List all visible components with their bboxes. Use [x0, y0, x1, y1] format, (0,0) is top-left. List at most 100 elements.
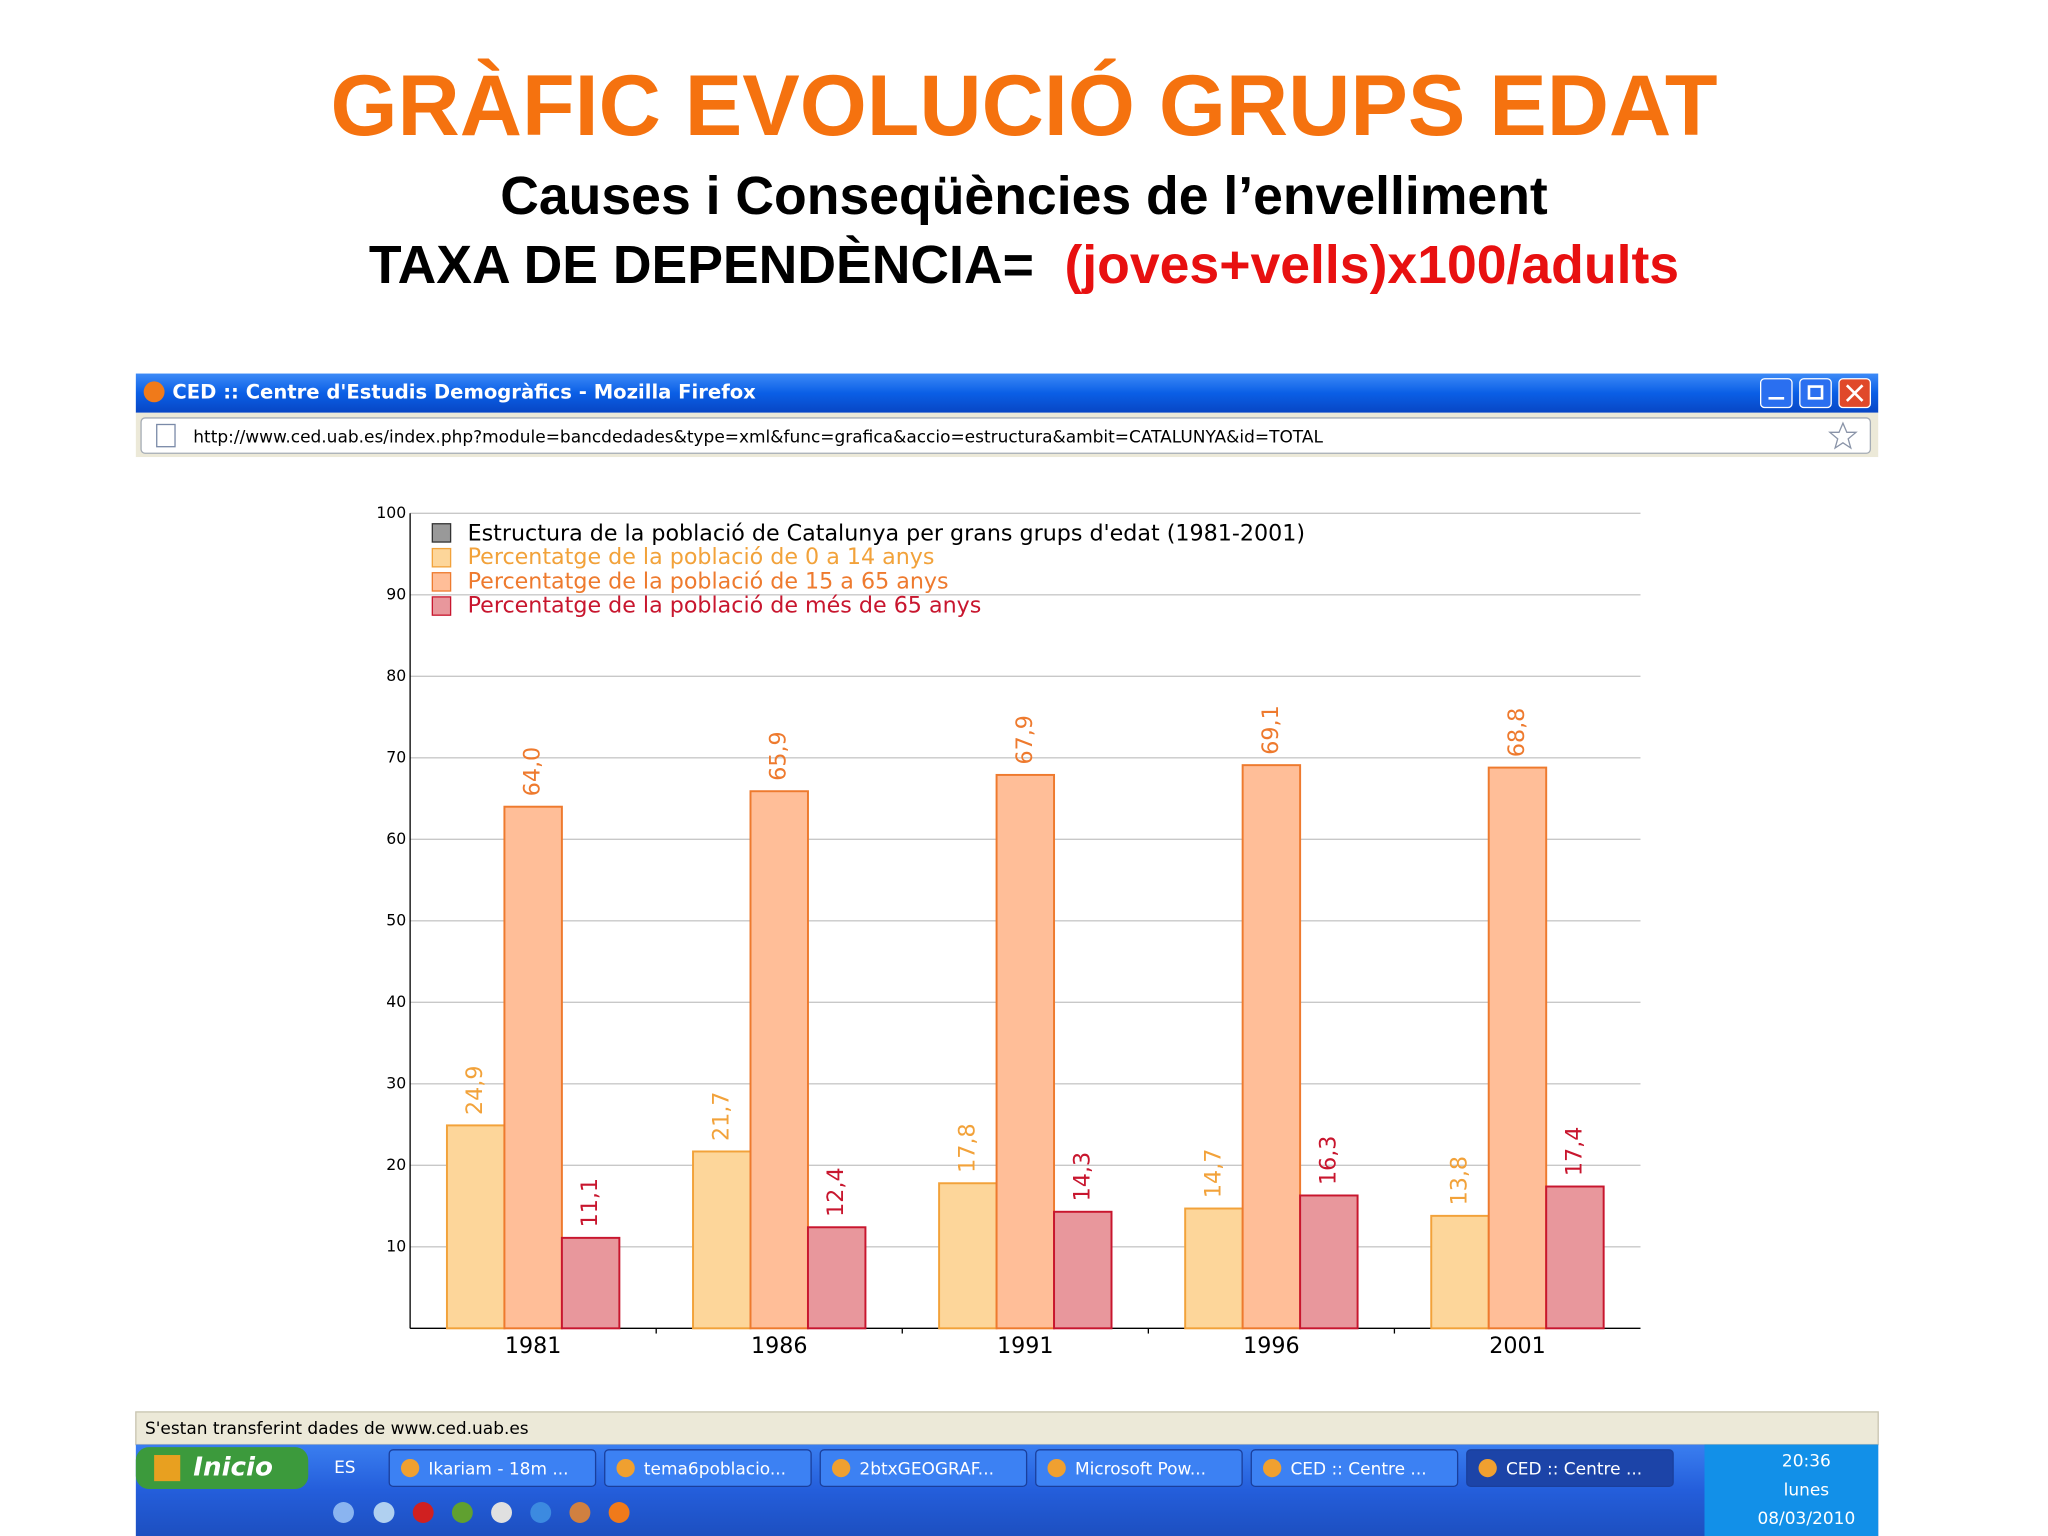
- value-label: 13,8: [1446, 1156, 1472, 1205]
- y-tick-label: 30: [386, 1073, 406, 1092]
- window-title: CED :: Centre d'Estudis Demogràfics - Mo…: [172, 381, 756, 404]
- x-tick-label: 1981: [505, 1333, 561, 1359]
- language: ES: [334, 1458, 356, 1478]
- task-icon: [400, 1458, 420, 1478]
- value-label: 21,7: [708, 1092, 734, 1141]
- y-tick-label: 10: [386, 1236, 406, 1255]
- quick-launch-icon[interactable]: [530, 1502, 552, 1523]
- bar: [749, 790, 809, 1330]
- quick-launch-icon[interactable]: [569, 1502, 591, 1523]
- task-label: Ikariam - 18m ...: [428, 1459, 568, 1479]
- bar: [692, 1150, 752, 1330]
- title-bar: [135, 373, 1879, 413]
- url: http://www.ced.uab.es/index.php?module=b…: [193, 428, 1323, 448]
- maximize-button[interactable]: [1799, 378, 1832, 409]
- legend-label: Percentatge de la població de 0 a 14 any…: [468, 544, 935, 570]
- value-label: 14,3: [1069, 1152, 1095, 1201]
- bookmark-star[interactable]: [1828, 421, 1858, 450]
- slide-subtitle: Causes i Conseqüències de l’envelliment: [500, 167, 1548, 226]
- task-label: CED :: Centre ...: [1506, 1459, 1642, 1479]
- task-icon: [1478, 1458, 1497, 1478]
- chart-title: Estructura de la població de Catalunya p…: [468, 521, 1305, 547]
- task-button[interactable]: [1466, 1449, 1674, 1488]
- legend-label: Percentatge de la població de més de 65 …: [468, 593, 982, 619]
- legend-swatch: [431, 572, 452, 592]
- quick-launch-icon[interactable]: [333, 1502, 354, 1523]
- y-tick-label: 60: [386, 829, 406, 848]
- task-button[interactable]: [819, 1449, 1028, 1488]
- task-button[interactable]: [388, 1449, 597, 1488]
- bar: [1487, 766, 1548, 1330]
- task-icon: [616, 1458, 635, 1478]
- bar: [560, 1236, 621, 1330]
- formula: (joves+vells)x100/adults: [1064, 236, 1679, 295]
- task-icon: [1263, 1458, 1282, 1478]
- value-label: 14,7: [1200, 1149, 1226, 1198]
- bar: [995, 773, 1056, 1330]
- value-label: 12,4: [823, 1167, 849, 1216]
- formula-line: TAXA DE DEPENDÈNCIA= (joves+vells)x100/a…: [369, 235, 1679, 295]
- value-label: 67,9: [1012, 715, 1038, 764]
- legend-swatch: [431, 596, 452, 616]
- quick-launch-icon[interactable]: [412, 1502, 434, 1523]
- clock-time: 20:36: [1782, 1452, 1831, 1472]
- quick-launch: [333, 1502, 630, 1523]
- page-icon: [156, 423, 176, 448]
- value-label: 24,9: [462, 1066, 488, 1115]
- bar: [445, 1124, 506, 1330]
- bar: [1299, 1194, 1359, 1330]
- task-label: CED :: Centre ...: [1290, 1459, 1426, 1479]
- task-icon: [832, 1458, 851, 1478]
- system-tray: [1704, 1444, 1879, 1536]
- y-tick-label: 80: [386, 666, 406, 685]
- task-label: Microsoft Pow...: [1075, 1459, 1206, 1479]
- quick-launch-icon[interactable]: [373, 1502, 395, 1523]
- value-label: 68,8: [1504, 708, 1530, 757]
- task-button[interactable]: [1035, 1449, 1243, 1488]
- legend-label: Percentatge de la població de 15 a 65 an…: [468, 568, 949, 594]
- bar: [1184, 1207, 1244, 1330]
- clock-date: 08/03/2010: [1757, 1509, 1855, 1529]
- clock-day: lunes: [1784, 1480, 1830, 1500]
- value-label: 65,9: [766, 731, 792, 780]
- minimize-button[interactable]: [1760, 378, 1793, 409]
- bar: [938, 1182, 998, 1330]
- quick-launch-icon[interactable]: [451, 1502, 473, 1523]
- start-label: Inicio: [193, 1453, 273, 1483]
- value-label: 16,3: [1315, 1136, 1341, 1185]
- bar: [503, 805, 563, 1330]
- value-label: 69,1: [1258, 705, 1284, 754]
- y-tick-label: 90: [386, 584, 406, 603]
- address-bar[interactable]: [140, 417, 1872, 454]
- y-tick-label: 40: [386, 992, 406, 1011]
- x-tick-label: 1986: [751, 1333, 807, 1359]
- bar: [1430, 1214, 1490, 1330]
- y-tick-label: 20: [386, 1155, 406, 1174]
- window-button-glyphs: [1768, 384, 1864, 402]
- quick-launch-icon[interactable]: [608, 1502, 630, 1523]
- x-tick-label: 1991: [997, 1333, 1053, 1359]
- task-buttons: Ikariam - 18m ... tema6poblacio... 2btxGEO…: [388, 1449, 1674, 1488]
- status-text: S'estan transferint dades de www.ced.uab…: [145, 1419, 529, 1439]
- chart: 10 20 30 40 50 60 70 80 90 100 1981 24,9 64,0 11,1 198…: [376, 503, 1641, 1359]
- value-label: 64,0: [520, 747, 546, 796]
- slide-title: GRÀFIC EVOLUCIÓ GRUPS EDAT: [330, 57, 1717, 154]
- legend-swatch: [431, 547, 452, 568]
- value-label: 11,1: [577, 1178, 603, 1227]
- bar: [1053, 1210, 1113, 1330]
- bar: [1241, 764, 1302, 1330]
- firefox-icon: [143, 381, 165, 403]
- task-button[interactable]: [604, 1449, 812, 1488]
- y-tick-label: 100: [376, 503, 406, 522]
- x-tick-label: 1996: [1243, 1333, 1299, 1359]
- quick-launch-icon[interactable]: [491, 1502, 512, 1523]
- value-label: 17,8: [954, 1123, 980, 1172]
- task-button[interactable]: [1250, 1449, 1459, 1488]
- bar: [806, 1226, 867, 1330]
- task-label: 2btxGEOGRAF...: [859, 1459, 994, 1479]
- value-label: 17,4: [1561, 1127, 1587, 1176]
- y-tick-label: 70: [386, 747, 406, 766]
- formula-label: TAXA DE DEPENDÈNCIA=: [369, 235, 1034, 295]
- y-tick-label: 50: [386, 910, 406, 929]
